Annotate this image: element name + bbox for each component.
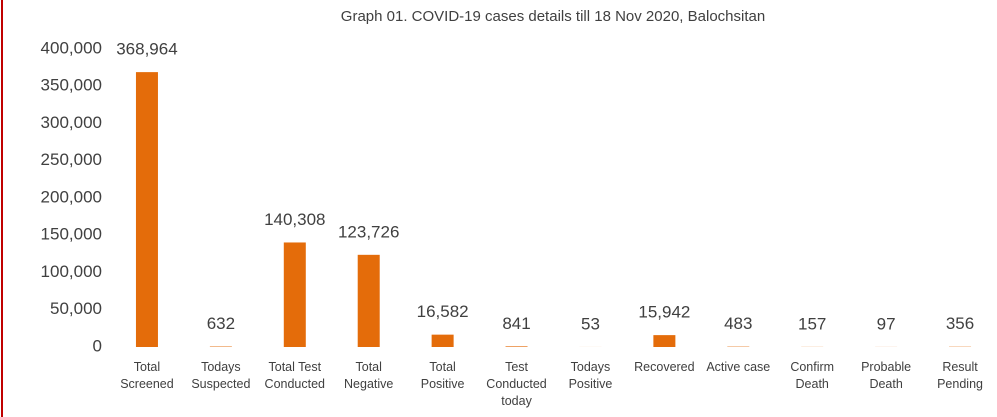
bar	[431, 334, 454, 347]
y-tick-label: 250,000	[41, 150, 102, 169]
value-label: 97	[877, 314, 896, 333]
value-label: 632	[207, 314, 235, 333]
value-label: 157	[798, 314, 826, 333]
x-tick-label: Probable Death	[861, 360, 911, 391]
chart-title: Graph 01. COVID-19 cases details till 18…	[341, 8, 765, 25]
x-tick-label: Total Screened	[120, 360, 174, 391]
value-label: 368,964	[116, 40, 177, 59]
x-tick-label: Todays Suspected	[191, 360, 250, 391]
bar	[135, 72, 158, 347]
bar	[357, 254, 380, 347]
y-tick-label: 300,000	[41, 113, 102, 132]
y-tick-label: 350,000	[41, 76, 102, 95]
value-label: 841	[502, 314, 530, 333]
y-tick-label: 400,000	[41, 38, 102, 57]
value-label: 16,582	[417, 302, 469, 321]
y-tick-label: 50,000	[50, 299, 102, 318]
value-label: 140,308	[264, 210, 325, 229]
x-tick-label: Result Pending	[937, 360, 983, 391]
x-tick-label: Test Conducted today	[486, 360, 547, 408]
value-label: 356	[946, 314, 974, 333]
value-label: 53	[581, 314, 600, 333]
value-label: 15,942	[638, 303, 690, 322]
value-label: 483	[724, 314, 752, 333]
x-tick-label: Recovered	[634, 360, 694, 374]
x-tick-label: Active case	[706, 360, 770, 374]
y-tick-label: 150,000	[41, 225, 102, 244]
bar	[283, 242, 306, 347]
y-tick-label: 0	[93, 336, 102, 355]
x-tick-label: Confirm Death	[790, 360, 834, 391]
value-label: 123,726	[338, 222, 399, 241]
x-tick-label: Total Positive	[421, 360, 465, 391]
x-tick-label: Total Test Conducted	[265, 360, 326, 391]
x-tick-label: Todays Positive	[569, 360, 613, 391]
bar	[653, 335, 676, 347]
y-tick-label: 100,000	[41, 262, 102, 281]
y-tick-label: 200,000	[41, 187, 102, 206]
x-tick-label: Total Negative	[344, 360, 393, 391]
bar	[505, 346, 528, 347]
